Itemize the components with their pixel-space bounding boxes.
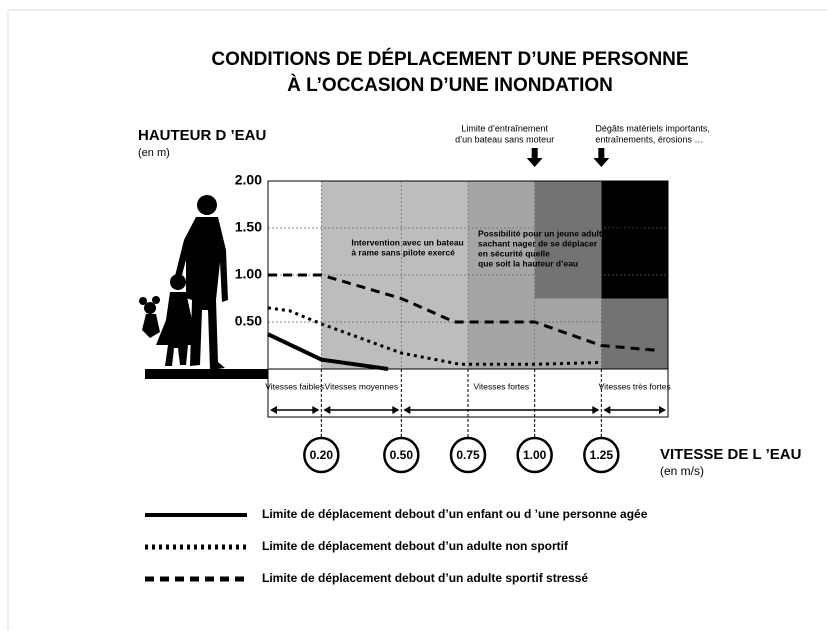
x-tick-label: 1.25 <box>590 448 614 462</box>
zone-label: que soit la hauteur d’eau <box>478 258 578 268</box>
zone-label: pilote exercé <box>607 244 659 254</box>
zone <box>535 299 602 370</box>
x-axis-unit: (en m/s) <box>660 464 704 478</box>
annotation: Dégâts matériels importants, <box>595 123 710 133</box>
chart-title: À L’OCCASION D’UNE INONDATION <box>287 74 613 96</box>
annotation-arrow <box>593 148 609 167</box>
y-tick-label: 0.50 <box>235 313 262 329</box>
speed-class-label: Vitesses fortes <box>474 381 530 391</box>
zone-label: d’un bateau <box>607 214 655 224</box>
zone-label: Intervention avec un bateau <box>351 237 463 247</box>
y-axis-label: HAUTEUR D ’EAU <box>138 127 266 144</box>
annotation: Limite d’entraînement <box>461 123 548 133</box>
x-tick-label: 0.50 <box>390 448 414 462</box>
zone-label: avec un <box>607 234 639 244</box>
y-tick-label: 2.00 <box>235 172 262 188</box>
speed-class-label: Vitesses moyennes <box>325 381 399 391</box>
x-tick-label: 0.75 <box>456 448 480 462</box>
y-axis-unit: (en m) <box>138 147 170 159</box>
y-tick-label: 1.50 <box>235 219 262 235</box>
speed-class-label: Vitesses faibles <box>265 381 324 391</box>
annotation: d’un bateau sans moteur <box>455 134 554 144</box>
zone-label: motorisé <box>607 224 643 234</box>
y-tick-label: 1.00 <box>235 266 262 282</box>
annotation-arrow <box>527 148 543 167</box>
legend-label: Limite de déplacement debout d’un adulte… <box>262 539 569 553</box>
chart: CONDITIONS DE DÉPLACEMENT D’UNE PERSONNE… <box>0 0 827 631</box>
chart-title: CONDITIONS DE DÉPLACEMENT D’UNE PERSONNE <box>211 48 688 70</box>
legend-label: Limite de déplacement debout d’un enfant… <box>262 507 648 521</box>
zone-label: en sécurité quelle <box>478 248 550 258</box>
zone-label: Possibilité pour un jeune adulte <box>478 228 607 238</box>
x-tick-label: 1.00 <box>523 448 547 462</box>
x-axis-label: VITESSE DE L ’EAU <box>660 446 801 463</box>
zone <box>601 299 668 370</box>
x-tick-label: 0.20 <box>310 448 334 462</box>
legend-label: Limite de déplacement debout d’un adulte… <box>262 571 588 585</box>
zone-label: Intervention <box>607 194 656 204</box>
annotation: entraînements, érosions … <box>595 134 703 144</box>
zone-label: sachant nager de se déplacer <box>478 238 598 248</box>
speed-class-label: Vitesses très fortes <box>599 381 671 391</box>
zone-label: obligatoire <box>607 204 651 214</box>
zone-label: à rame sans pilote exercé <box>351 247 455 257</box>
